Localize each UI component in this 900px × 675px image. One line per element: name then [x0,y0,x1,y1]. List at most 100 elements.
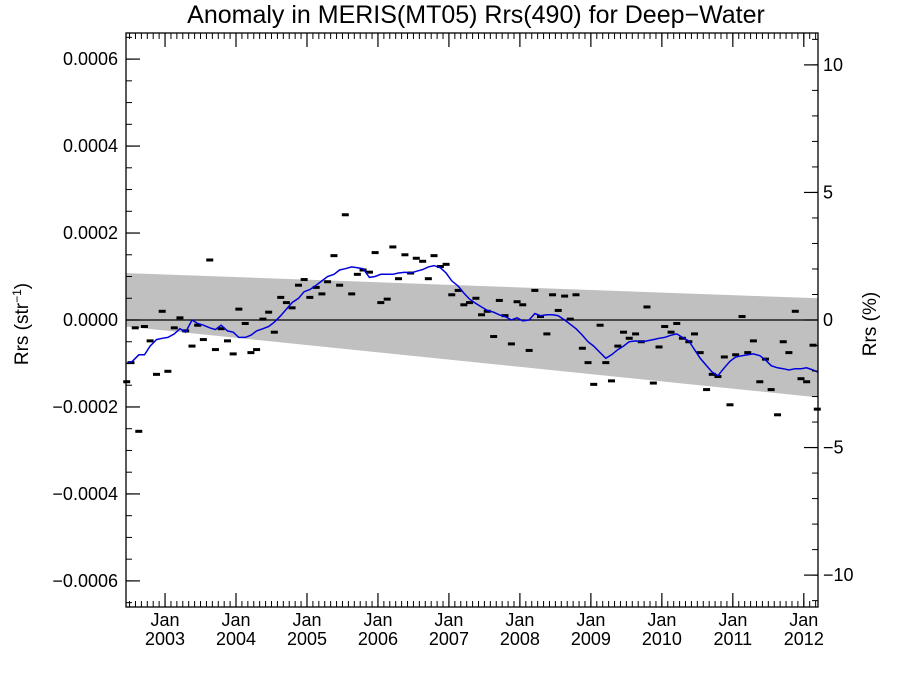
data-point-41 [359,268,367,272]
x-tick-year-4: 2007 [429,629,469,649]
data-point-97 [691,332,699,336]
data-points [123,213,821,433]
data-point-114 [791,309,799,313]
data-point-43 [371,251,379,255]
data-point-73 [549,293,557,297]
data-point-61 [478,313,486,317]
moving-average-line [126,264,819,377]
data-point-63 [490,335,498,339]
data-point-93 [667,330,675,334]
x-tick-year-8: 2011 [713,629,752,649]
data-point-24 [259,317,267,321]
data-point-86 [625,336,633,340]
data-point-52 [424,277,432,281]
uncertainty-band [126,273,818,398]
y2-tick-label-0: 10 [823,55,843,75]
x-tick-year-1: 2004 [216,629,256,649]
data-point-35 [324,280,332,284]
x-tick-month-0: Jan [151,610,180,630]
data-point-57 [454,288,462,292]
data-point-60 [472,296,480,300]
x-tick-year-9: 2012 [784,629,824,649]
x-tick-month-7: Jan [647,610,676,630]
data-point-34 [318,292,326,296]
left-axis: 0.0006 0.0004 0.0002 0.0000 −0.0002 −0.0004 −0… [52,36,140,604]
x-tick-month-9: Jan [789,610,818,630]
data-point-40 [353,272,361,276]
x-tick-year-3: 2006 [358,629,398,649]
data-point-69 [525,348,533,352]
data-point-71 [536,315,544,319]
data-point-106 [744,351,752,355]
data-point-38 [341,213,349,217]
data-point-113 [785,351,793,355]
data-point-22 [247,351,255,355]
data-point-5 [146,339,154,343]
data-point-55 [442,262,450,266]
data-point-82 [602,361,610,365]
data-point-76 [566,317,574,321]
data-point-26 [270,330,278,334]
data-point-0 [123,380,131,384]
right-axis: 10 5 0 −5 −10 [804,38,854,602]
data-point-94 [673,321,681,325]
data-point-64 [495,298,503,302]
x-tick-month-6: Jan [576,610,605,630]
data-point-42 [365,270,373,274]
data-point-23 [253,348,261,352]
data-point-89 [643,305,651,309]
y-tick-label-2: 0.0002 [63,223,118,243]
data-point-87 [632,332,640,336]
data-point-103 [726,403,734,407]
data-point-72 [543,332,551,336]
x-tick-month-4: Jan [434,610,463,630]
data-point-79 [584,361,592,365]
data-point-70 [531,288,539,292]
x-tick-month-5: Jan [505,610,534,630]
data-point-2 [131,326,139,330]
x-tick-year-7: 2010 [642,629,682,649]
data-point-32 [306,295,314,299]
data-point-28 [282,301,290,305]
data-point-56 [448,293,456,297]
y2-tick-label-1: 5 [823,182,833,202]
data-point-80 [590,382,598,386]
x-tick-month-8: Jan [718,610,747,630]
data-point-98 [696,351,704,355]
x-tick-month-1: Jan [221,610,250,630]
data-point-20 [235,307,243,311]
data-point-91 [655,345,663,349]
data-point-47 [395,277,403,281]
data-point-53 [430,254,438,258]
data-point-85 [620,330,628,334]
data-point-14 [199,338,207,342]
data-point-110 [767,388,775,392]
x-tick-month-2: Jan [292,610,321,630]
data-point-51 [419,259,427,263]
data-point-10 [176,316,184,320]
data-point-31 [300,278,308,282]
data-point-12 [188,344,196,348]
y-tick-label-6: −0.0006 [52,571,118,591]
data-point-6 [153,372,161,376]
data-point-111 [774,413,782,417]
data-point-105 [738,315,746,319]
data-point-46 [389,245,397,249]
data-point-9 [170,326,178,330]
data-point-8 [164,369,172,373]
x-tick-year-2: 2005 [287,629,327,649]
data-point-7 [158,309,166,313]
data-point-36 [330,254,338,258]
data-point-102 [720,355,728,359]
data-point-4 [140,325,148,329]
data-point-29 [288,306,296,310]
data-point-25 [265,310,273,314]
bottom-axis: Jan2003Jan2004Jan2005Jan2006Jan2007Jan20… [129,33,824,649]
data-point-108 [756,380,764,384]
plot-area [123,32,821,608]
data-point-104 [732,353,740,357]
x-tick-month-3: Jan [363,610,392,630]
data-point-30 [294,283,302,287]
y-tick-label-4: −0.0002 [52,397,118,417]
x-tick-year-6: 2009 [571,629,611,649]
